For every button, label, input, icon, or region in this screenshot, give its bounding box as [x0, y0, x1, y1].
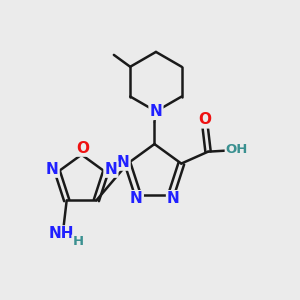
Text: N: N — [46, 162, 58, 177]
Text: N: N — [150, 104, 162, 119]
Text: O: O — [199, 112, 212, 128]
Text: N: N — [167, 191, 180, 206]
Text: N: N — [130, 191, 143, 206]
Text: O: O — [76, 141, 89, 156]
Text: NH: NH — [49, 226, 74, 242]
Text: N: N — [117, 154, 130, 169]
Text: N: N — [104, 162, 117, 177]
Text: OH: OH — [226, 143, 248, 156]
Text: H: H — [72, 236, 83, 248]
